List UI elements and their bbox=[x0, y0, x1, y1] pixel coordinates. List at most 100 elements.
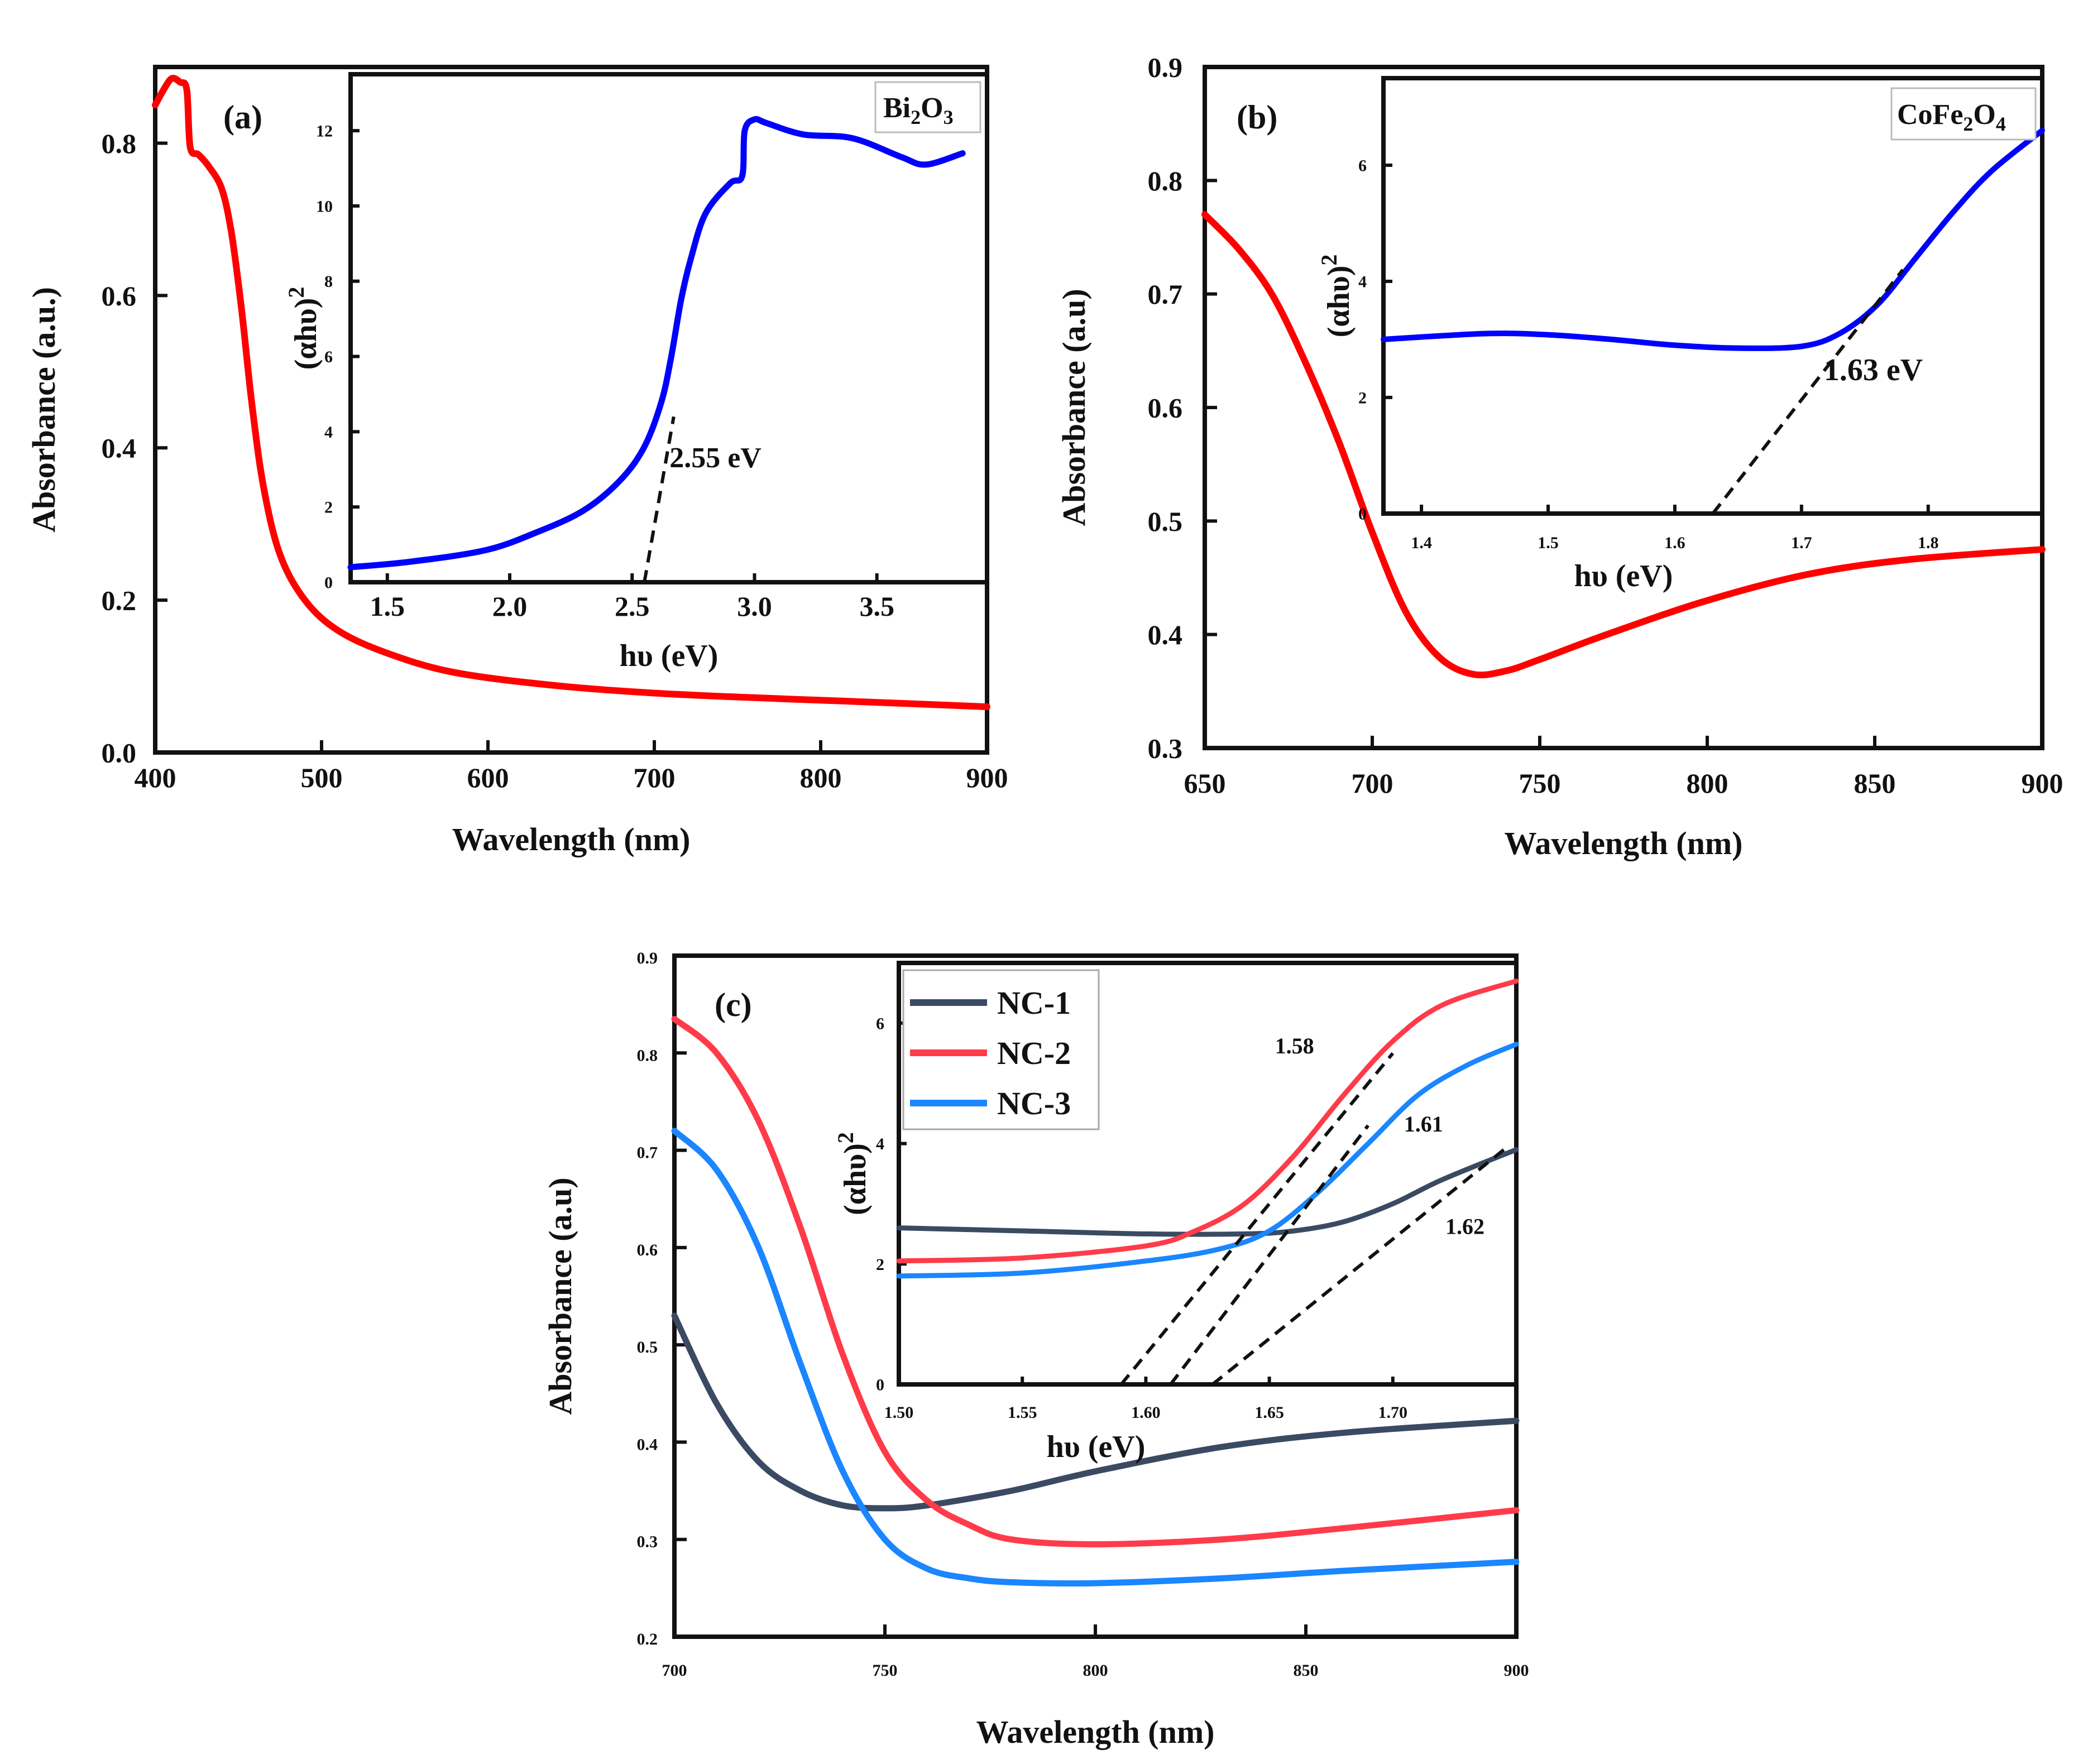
panel-c-inset-ytick-label: 0 bbox=[876, 1376, 884, 1394]
panel-b-ytick-label: 0.8 bbox=[1148, 165, 1183, 196]
panel-a-y-axis-title: Absorbance (a.u.) bbox=[26, 287, 62, 533]
panel-c-series-nc-1 bbox=[671, 1312, 1520, 1512]
panel-c-tag: (c) bbox=[715, 986, 752, 1023]
panel-b-inset-y-axis-title: (αhυ)2 bbox=[1316, 255, 1356, 338]
panel-a-compound-label: Bi2O3 bbox=[883, 92, 954, 128]
panel-a-inset-ytick-label: 12 bbox=[316, 122, 333, 141]
panel-a-ytick-label: 0.6 bbox=[102, 280, 137, 311]
panel-c-inset-xtick-label: 1.50 bbox=[884, 1403, 914, 1422]
panel-a-inset-series-tauc-plot bbox=[347, 116, 966, 571]
panel-b-xtick-label: 900 bbox=[2022, 768, 2063, 799]
panel-b-ytick-label: 0.9 bbox=[1148, 52, 1183, 83]
panel-c-legend-label-1: NC-1 bbox=[997, 985, 1071, 1021]
panel-c-inset-xtick-label: 1.70 bbox=[1378, 1403, 1408, 1422]
panel-c-legend-label-2: NC-2 bbox=[997, 1035, 1071, 1071]
panel-c-inset-xtick-label: 1.55 bbox=[1008, 1403, 1037, 1422]
panel-c-ytick-label: 0.2 bbox=[637, 1630, 658, 1648]
panel-c-band-gap-label-3: 1.62 bbox=[1445, 1214, 1484, 1239]
panel-a-xtick-label: 500 bbox=[301, 762, 343, 793]
panel-c-ytick-label: 0.8 bbox=[637, 1046, 658, 1065]
panel-b-inset-tangent-line bbox=[1711, 269, 1904, 515]
panel-a-xtick-label: 900 bbox=[966, 762, 1008, 793]
panel-b-xtick-label: 700 bbox=[1352, 768, 1393, 799]
panel-c-inset-xtick-label: 1.60 bbox=[1131, 1403, 1161, 1422]
panel-b-tag: (b) bbox=[1237, 99, 1277, 136]
panel-b-inset-xtick-label: 1.7 bbox=[1791, 534, 1812, 552]
panel-b-compound-label: CoFe2O4 bbox=[1897, 99, 2006, 135]
panel-a-ytick-label: 0.8 bbox=[102, 128, 137, 159]
panel-c-series-nc-2 bbox=[671, 1015, 1520, 1547]
panel-a-inset-xtick-label: 2.0 bbox=[492, 591, 528, 622]
panel-c-ytick-label: 0.9 bbox=[637, 949, 658, 967]
panel-a-inset-bg bbox=[351, 74, 987, 582]
panel-b-xtick-label: 850 bbox=[1854, 768, 1896, 799]
panel-a-ytick-label: 0.4 bbox=[102, 433, 137, 464]
panel-b-ytick-label: 0.5 bbox=[1148, 506, 1183, 537]
panel-c-xtick-label: 750 bbox=[873, 1661, 898, 1680]
panel-a-xtick-label: 400 bbox=[135, 762, 176, 793]
panel-b-inset-bg bbox=[1383, 78, 2042, 514]
panel-a-inset-ytick-label: 0 bbox=[324, 574, 333, 592]
panel-a-inset-y-axis-title: (αhυ)2 bbox=[284, 287, 323, 370]
panel-a-inset-ytick-label: 6 bbox=[324, 348, 333, 366]
panel-c-inset-x-axis-title: hυ (eV) bbox=[1047, 1430, 1146, 1464]
panel-c-xtick-label: 900 bbox=[1504, 1661, 1529, 1680]
panel-b-xtick-label: 800 bbox=[1687, 768, 1728, 799]
panel-b-inset-xtick-label: 1.8 bbox=[1918, 534, 1939, 552]
panel-c-series-nc-3 bbox=[671, 1128, 1520, 1587]
panel-b-xtick-label: 650 bbox=[1184, 768, 1226, 799]
panel-c-band-gap-label-2: 1.61 bbox=[1404, 1111, 1443, 1137]
panel-a-inset-ytick-label: 2 bbox=[324, 498, 333, 517]
panel-a-inset-xtick-label: 3.0 bbox=[737, 591, 772, 622]
panel-a-series-bi2o3-absorbance bbox=[152, 75, 990, 711]
panel-c-ytick-label: 0.6 bbox=[637, 1241, 658, 1259]
panel-a-inset-xtick-label: 2.5 bbox=[615, 591, 650, 622]
panel-c: 700 750 800 850 900 0.2 0.3 0.4 0.5 0.6 0.7 0.8 0.9 W… bbox=[542, 949, 1529, 1750]
panel-b-y-axis-title: Absorbance (a.u) bbox=[1056, 289, 1092, 526]
panel-b-series-cofe2o4-absorbance bbox=[1201, 211, 2046, 679]
panel-a-inset-ytick-label: 10 bbox=[316, 197, 333, 215]
panel-a-inset-ytick-label: 8 bbox=[324, 272, 333, 291]
panel-c-inset-ytick-label: 2 bbox=[876, 1255, 884, 1274]
panel-c-inset-3-tangent-line bbox=[1211, 1148, 1505, 1386]
panel-b-ytick-label: 0.6 bbox=[1148, 392, 1183, 424]
panel-b-ytick-label: 0.4 bbox=[1148, 619, 1183, 650]
panel-a-tag: (a) bbox=[223, 99, 262, 136]
panel-c-ytick-label: 0.5 bbox=[637, 1338, 658, 1356]
panel-a-band-gap-label: 2.55 eV bbox=[669, 442, 762, 474]
panel-b-ytick-label: 0.7 bbox=[1148, 279, 1183, 310]
panel-a-legend-box bbox=[874, 81, 981, 133]
panel-a: 400 500 600 700 800 900 0.0 0.2 0.4 0.6 0.8 Wavelen… bbox=[26, 65, 1008, 857]
panel-b-inset-xtick-label: 1.5 bbox=[1538, 534, 1559, 552]
panel-c-xtick-label: 800 bbox=[1083, 1661, 1108, 1680]
panel-c-xtick-label: 850 bbox=[1294, 1661, 1319, 1680]
panel-b-inset-ytick-label: 0 bbox=[1358, 505, 1367, 524]
panel-a-xtick-label: 700 bbox=[634, 762, 676, 793]
panel-a-x-axis-title: Wavelength (nm) bbox=[452, 821, 691, 857]
panel-c-inset-xtick-label: 1.65 bbox=[1254, 1403, 1284, 1422]
panel-c-inset-series-nc-1 bbox=[896, 1147, 1519, 1237]
panel-b-legend-box bbox=[1890, 87, 2037, 141]
panel-b-inset-series-tauc-plot bbox=[1381, 127, 2045, 351]
panel-a-inset-plot-frame bbox=[348, 72, 989, 584]
panel-a-inset-xtick-label: 3.5 bbox=[859, 591, 894, 622]
panel-b-ytick-label: 0.3 bbox=[1148, 733, 1183, 764]
panel-c-inset-y-axis-title: (αhυ)2 bbox=[833, 1132, 873, 1215]
panel-b-inset-ytick-label: 6 bbox=[1358, 157, 1367, 175]
panel-b-inset-ytick-label: 4 bbox=[1358, 273, 1367, 291]
panel-a-inset-x-axis-title: hυ (eV) bbox=[620, 639, 719, 673]
panel-c-inset-ytick-label: 4 bbox=[876, 1135, 884, 1153]
panel-c-inset-series-nc-2 bbox=[896, 978, 1519, 1264]
panel-b-inset-xtick-label: 1.6 bbox=[1664, 534, 1685, 552]
panel-c-legend-label-3: NC-3 bbox=[997, 1085, 1071, 1121]
panel-b-inset-xtick-label: 1.4 bbox=[1411, 534, 1432, 552]
panel-b: 650 700 750 800 850 900 0.3 0.4 0.5 0.6 0.7 0.8 0.9 W… bbox=[1056, 52, 2063, 862]
panel-a-xtick-label: 600 bbox=[467, 762, 509, 793]
panel-c-ytick-label: 0.3 bbox=[637, 1533, 658, 1551]
panel-b-xtick-label: 750 bbox=[1519, 768, 1561, 799]
panel-c-inset-1-tangent-line bbox=[1119, 1052, 1395, 1386]
panel-c-inset-series-nc-3 bbox=[896, 1042, 1519, 1279]
panel-a-inset-ytick-label: 4 bbox=[324, 423, 333, 442]
panel-a-ytick-label: 0.0 bbox=[102, 737, 137, 769]
